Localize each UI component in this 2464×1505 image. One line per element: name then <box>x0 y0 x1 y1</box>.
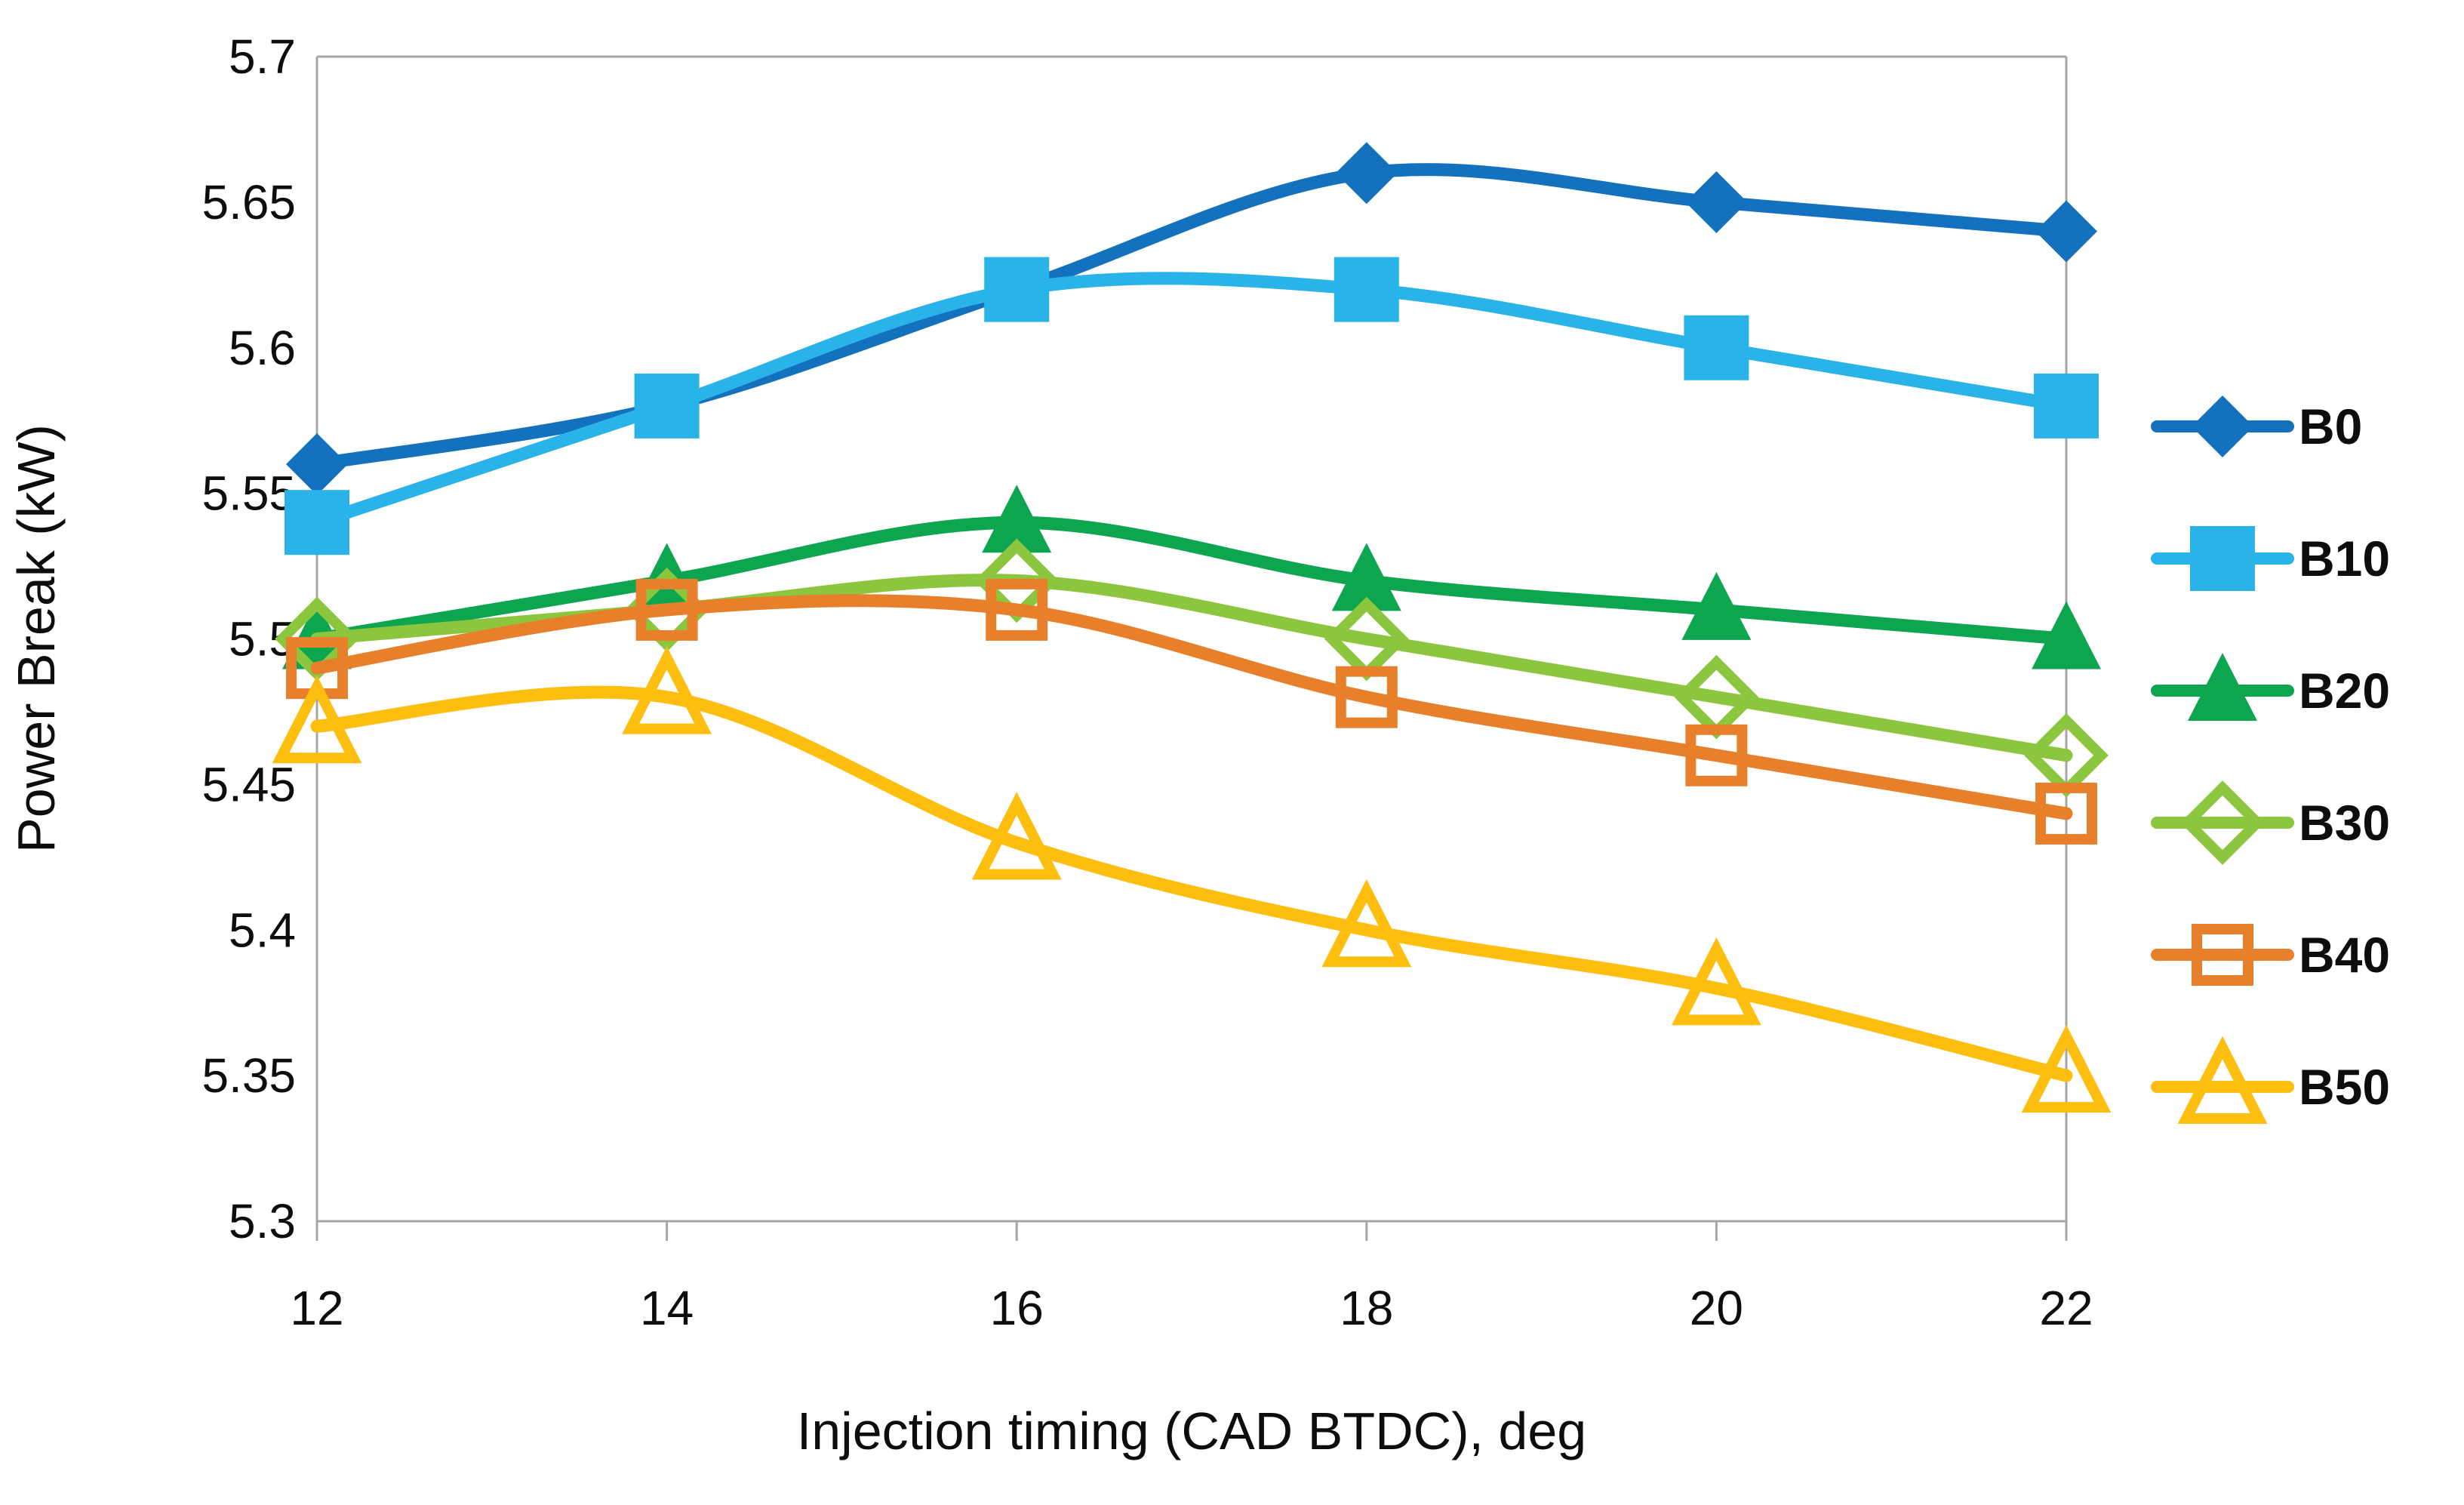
series-B10-marker <box>984 257 1050 322</box>
series-B20-marker <box>1331 543 1401 611</box>
series-B50-marker <box>1671 937 1761 1026</box>
series-B50-marker <box>622 646 712 734</box>
legend-label-B0: B0 <box>2299 399 2362 454</box>
y-tick-label: 5.7 <box>229 29 296 84</box>
plot-area-frame <box>315 55 2068 1223</box>
series-B10-marker <box>2034 373 2099 439</box>
series-B40-marker <box>1335 666 1398 728</box>
x-tick-label: 20 <box>1690 1281 1743 1335</box>
series-B0-marker <box>2035 200 2097 263</box>
legend-label-B30: B30 <box>2299 795 2390 851</box>
series-B40-marker <box>635 578 698 641</box>
y-tick-label: 5.3 <box>229 1194 296 1248</box>
y-tick-label: 5.55 <box>201 466 296 521</box>
legend-label-B20: B20 <box>2299 663 2390 719</box>
legend-item-B20: B20 <box>2151 653 2390 721</box>
series-B40-marker <box>1685 724 1748 786</box>
series-B20-marker <box>982 485 1052 553</box>
x-tick-label: 18 <box>1340 1281 1393 1335</box>
legend-label-B40: B40 <box>2299 927 2390 983</box>
x-axis-title: Injection timing (CAD BTDC), deg <box>797 1402 1586 1460</box>
legend-item-B40: B40 <box>2151 924 2390 986</box>
x-tick-label: 22 <box>2039 1281 2093 1335</box>
y-tick-label: 5.45 <box>201 757 296 811</box>
series-B0-legend-marker <box>2192 395 2253 457</box>
series-B0-marker <box>1685 171 1748 233</box>
series-B50-marker <box>1321 879 1412 968</box>
series-B40-line <box>310 594 2073 820</box>
y-tick-label: 5.4 <box>229 903 296 957</box>
series-B20 <box>282 485 2101 669</box>
series-B50 <box>272 646 2112 1113</box>
series-B10-marker <box>285 490 349 556</box>
series-B50-marker <box>971 792 1062 880</box>
series-B50-marker <box>272 675 362 764</box>
series-B50-marker <box>2021 1024 2112 1113</box>
series-B10 <box>285 257 2099 556</box>
series-B10-marker <box>634 373 700 439</box>
series-B20-legend-marker <box>2188 653 2257 721</box>
legend-item-B30: B30 <box>2151 780 2390 865</box>
y-axis-title: Power Break (kW) <box>7 424 66 853</box>
series-layer <box>272 142 2112 1113</box>
legend-label-B10: B10 <box>2299 531 2390 586</box>
series-B0-marker <box>1335 142 1398 205</box>
legend-item-B10: B10 <box>2151 526 2390 591</box>
x-tick-label: 14 <box>640 1281 694 1335</box>
x-axis-tick-marks <box>315 1221 2068 1241</box>
y-tick-label: 5.35 <box>201 1048 296 1103</box>
series-B50-legend-marker <box>2177 1036 2268 1124</box>
series-B40-legend-marker <box>2192 924 2253 986</box>
series-B30-line <box>310 574 2073 762</box>
legend: B0 B10 B20 B30 B40 B50 <box>2151 395 2390 1124</box>
series-B0-marker <box>286 433 348 496</box>
legend-item-B50: B50 <box>2151 1036 2390 1124</box>
series-B20-line <box>310 516 2073 645</box>
legend-item-B0: B0 <box>2151 395 2362 457</box>
series-B20-marker <box>2032 601 2101 669</box>
y-tick-label: 5.6 <box>229 321 296 375</box>
series-B40-marker <box>2035 782 2097 845</box>
series-B10-legend-marker <box>2190 526 2255 591</box>
series-B30-legend-marker <box>2180 780 2265 865</box>
x-tick-label: 16 <box>990 1281 1044 1335</box>
series-B10-marker <box>1684 315 1749 380</box>
x-tick-label: 12 <box>290 1281 343 1335</box>
series-B30 <box>275 538 2109 798</box>
x-axis-tick-labels: 12 14 16 18 20 22 <box>290 1281 2093 1335</box>
series-B20-marker <box>1681 571 1752 640</box>
series-B50-line <box>310 685 2073 1082</box>
series-B0-line <box>310 163 2073 471</box>
y-tick-label: 5.65 <box>201 175 296 229</box>
series-B10-line <box>310 272 2073 529</box>
legend-label-B50: B50 <box>2299 1059 2390 1115</box>
series-B40-marker <box>986 578 1048 641</box>
series-B10-marker <box>1334 257 1399 322</box>
